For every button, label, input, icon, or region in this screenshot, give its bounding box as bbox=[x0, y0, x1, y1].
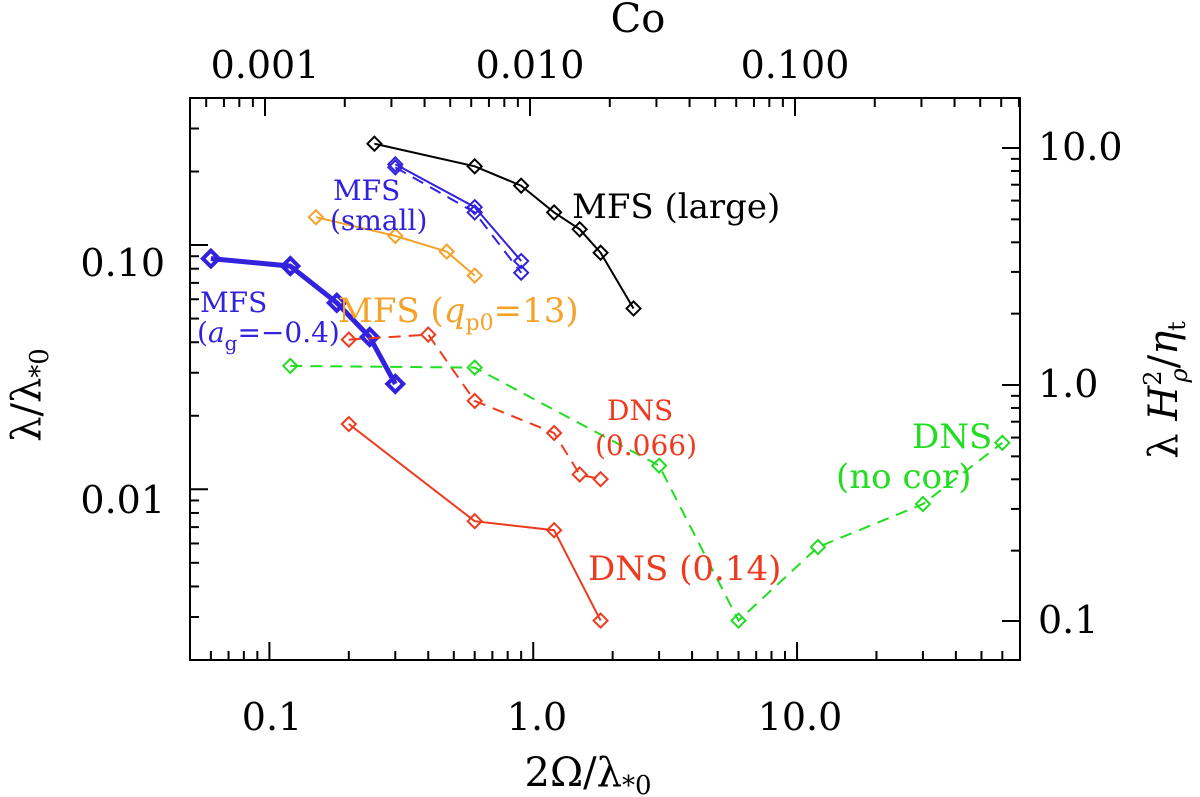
series-layer bbox=[200, 135, 1011, 630]
data-point bbox=[592, 612, 609, 630]
data-point bbox=[571, 220, 589, 238]
data-point bbox=[358, 326, 381, 348]
series-1 bbox=[386, 155, 530, 270]
data-point bbox=[545, 424, 563, 442]
annotation-dns-066-2: (0.066) bbox=[595, 429, 697, 462]
annotation-dns-014: DNS (0.14) bbox=[588, 549, 781, 589]
series-line bbox=[374, 142, 635, 310]
annotation-mfs-large: MFS (large) bbox=[572, 187, 780, 227]
data-point bbox=[340, 415, 358, 433]
data-point bbox=[466, 392, 484, 410]
x-axis-title: 2Ω/λ*0 bbox=[525, 750, 652, 797]
data-point bbox=[466, 157, 484, 175]
series-line bbox=[394, 163, 522, 262]
data-point bbox=[438, 243, 456, 261]
y-axis-title: λ/λ*0 bbox=[4, 348, 55, 442]
x-tick-label-0.1: 0.1 bbox=[242, 695, 302, 739]
annotation-dns-nocor-1: DNS bbox=[912, 417, 992, 457]
data-point bbox=[650, 457, 668, 475]
y-tick-label-0.10: 0.10 bbox=[80, 241, 165, 285]
data-point bbox=[512, 264, 530, 282]
annotation-dns-066-1: DNS bbox=[607, 394, 673, 427]
annotation-dns-nocor-2: (no cor) bbox=[836, 457, 971, 497]
series-3 bbox=[307, 208, 484, 284]
right-tick-label-1.0: 1.0 bbox=[1038, 362, 1098, 406]
data-point bbox=[419, 326, 437, 343]
data-point bbox=[200, 247, 222, 270]
series-5 bbox=[340, 326, 609, 488]
data-point bbox=[466, 198, 484, 216]
series-7 bbox=[281, 357, 1011, 630]
y-tick-label-0.01: 0.01 bbox=[80, 478, 165, 522]
series-line bbox=[348, 423, 602, 622]
series-6 bbox=[340, 415, 609, 630]
data-point bbox=[466, 359, 484, 376]
data-point bbox=[625, 300, 642, 317]
plot-frame bbox=[189, 97, 1021, 661]
series-line bbox=[315, 216, 476, 277]
data-point bbox=[384, 373, 407, 395]
data-point bbox=[386, 158, 404, 176]
data-point bbox=[592, 244, 609, 262]
data-point bbox=[279, 255, 302, 277]
series-0 bbox=[365, 135, 642, 317]
data-point bbox=[365, 135, 383, 153]
top-tick-label-0.010: 0.010 bbox=[476, 43, 585, 87]
data-point bbox=[993, 434, 1011, 452]
data-point bbox=[466, 267, 484, 284]
annotation-mfs-ag-1: MFS bbox=[200, 286, 267, 319]
series-line bbox=[348, 333, 601, 481]
data-point bbox=[730, 612, 747, 630]
data-point bbox=[592, 470, 609, 488]
data-point bbox=[512, 252, 530, 270]
data-point bbox=[512, 177, 530, 195]
series-line bbox=[210, 256, 398, 386]
data-point bbox=[386, 227, 404, 245]
annotation-mfs-qp: MFS (qp0=13) bbox=[338, 291, 579, 336]
data-point bbox=[466, 204, 484, 221]
top-axis-title: Co bbox=[611, 0, 666, 42]
data-point bbox=[809, 538, 827, 556]
right-tick-label-10.0: 10.0 bbox=[1038, 125, 1123, 169]
data-point bbox=[325, 291, 348, 314]
series-2 bbox=[386, 158, 530, 282]
ticks-layer bbox=[189, 97, 1021, 661]
top-tick-label-0.100: 0.100 bbox=[741, 43, 850, 87]
series-line bbox=[290, 364, 1003, 623]
x-tick-label-10.0: 10.0 bbox=[758, 695, 843, 739]
right-tick-label-0.1: 0.1 bbox=[1038, 598, 1098, 642]
data-point bbox=[914, 495, 932, 513]
series-line bbox=[394, 166, 522, 274]
x-tick-label-1.0: 1.0 bbox=[507, 695, 567, 739]
annotation-mfs-small-2: (small) bbox=[330, 204, 427, 237]
data-point bbox=[545, 204, 563, 221]
data-point bbox=[340, 331, 358, 349]
data-point bbox=[386, 155, 404, 173]
data-point bbox=[545, 521, 563, 539]
data-point bbox=[281, 357, 299, 375]
top-tick-label-0.001: 0.001 bbox=[211, 43, 320, 87]
annotation-mfs-small-1: MFS bbox=[333, 174, 400, 207]
right-axis-title: λ H2ρ/ηt bbox=[1139, 321, 1193, 459]
data-point bbox=[571, 466, 589, 483]
series-4 bbox=[200, 247, 407, 395]
data-point bbox=[307, 208, 325, 226]
data-point bbox=[466, 512, 484, 530]
annotation-mfs-ag-2: (ag=−0.4) bbox=[197, 316, 340, 355]
